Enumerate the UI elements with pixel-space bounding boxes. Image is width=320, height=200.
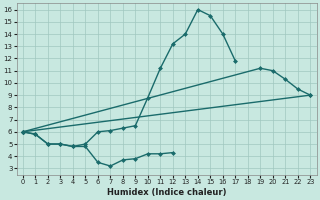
X-axis label: Humidex (Indice chaleur): Humidex (Indice chaleur) [107, 188, 226, 197]
